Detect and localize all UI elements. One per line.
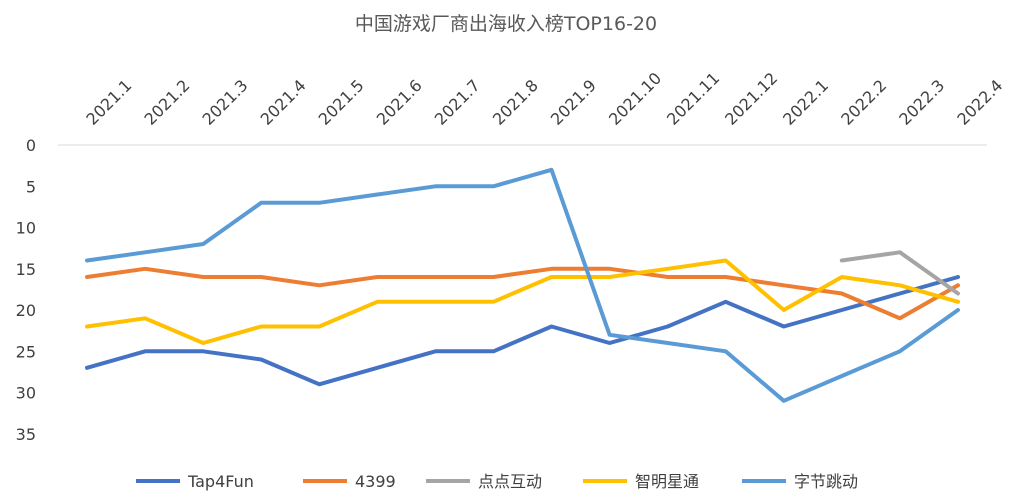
- y-tick-label: 25: [16, 342, 36, 361]
- x-tick-label: 2022.2: [837, 76, 890, 129]
- y-tick-label: 20: [16, 301, 36, 320]
- legend-label: 4399: [355, 472, 396, 491]
- x-tick-label: 2021.8: [489, 76, 542, 129]
- x-tick-label: 2021.6: [373, 76, 426, 129]
- y-tick-label: 15: [16, 260, 36, 279]
- legend-label: 字节跳动: [794, 472, 858, 491]
- x-tick-label: 2021.9: [547, 76, 600, 129]
- x-tick-label: 2021.12: [721, 69, 781, 129]
- y-tick-label: 35: [16, 425, 36, 444]
- series-line: [85, 266, 960, 321]
- series-lines: [85, 167, 960, 403]
- x-tick-label: 2021.5: [315, 76, 368, 129]
- series-line: [839, 250, 960, 296]
- y-tick-label: 10: [16, 219, 36, 238]
- x-tick-label: 2021.3: [199, 76, 252, 129]
- legend-label: 点点互动: [478, 472, 542, 491]
- series-line: [85, 275, 960, 387]
- x-tick-label: 2021.11: [663, 69, 723, 129]
- series-line: [85, 167, 960, 403]
- y-tick-label: 0: [26, 136, 36, 155]
- x-tick-label: 2021.1: [82, 76, 135, 129]
- legend-label: 智明星通: [635, 472, 699, 491]
- series-line: [85, 258, 960, 345]
- y-tick-labels: 0 5 10 15 20 25 30 35: [16, 136, 36, 444]
- chart-title: 中国游戏厂商出海收入榜TOP16-20: [355, 13, 657, 35]
- x-tick-label: 2022.4: [953, 76, 1006, 129]
- y-tick-label: 30: [16, 384, 36, 403]
- x-tick-label: 2021.2: [140, 76, 193, 129]
- legend: Tap4Fun 4399 点点互动 智明星通 字节跳动: [136, 472, 858, 491]
- legend-label: Tap4Fun: [187, 472, 254, 491]
- x-tick-label: 2022.3: [895, 76, 948, 129]
- x-tick-label: 2021.10: [605, 69, 665, 129]
- x-tick-labels: 2021.1 2021.2 2021.3 2021.4 2021.5 2021.6 2021…: [82, 69, 1006, 129]
- x-tick-label: 2021.7: [431, 76, 484, 129]
- x-tick-label: 2021.4: [257, 76, 310, 129]
- x-tick-label: 2022.1: [779, 76, 832, 129]
- y-tick-label: 5: [26, 177, 36, 196]
